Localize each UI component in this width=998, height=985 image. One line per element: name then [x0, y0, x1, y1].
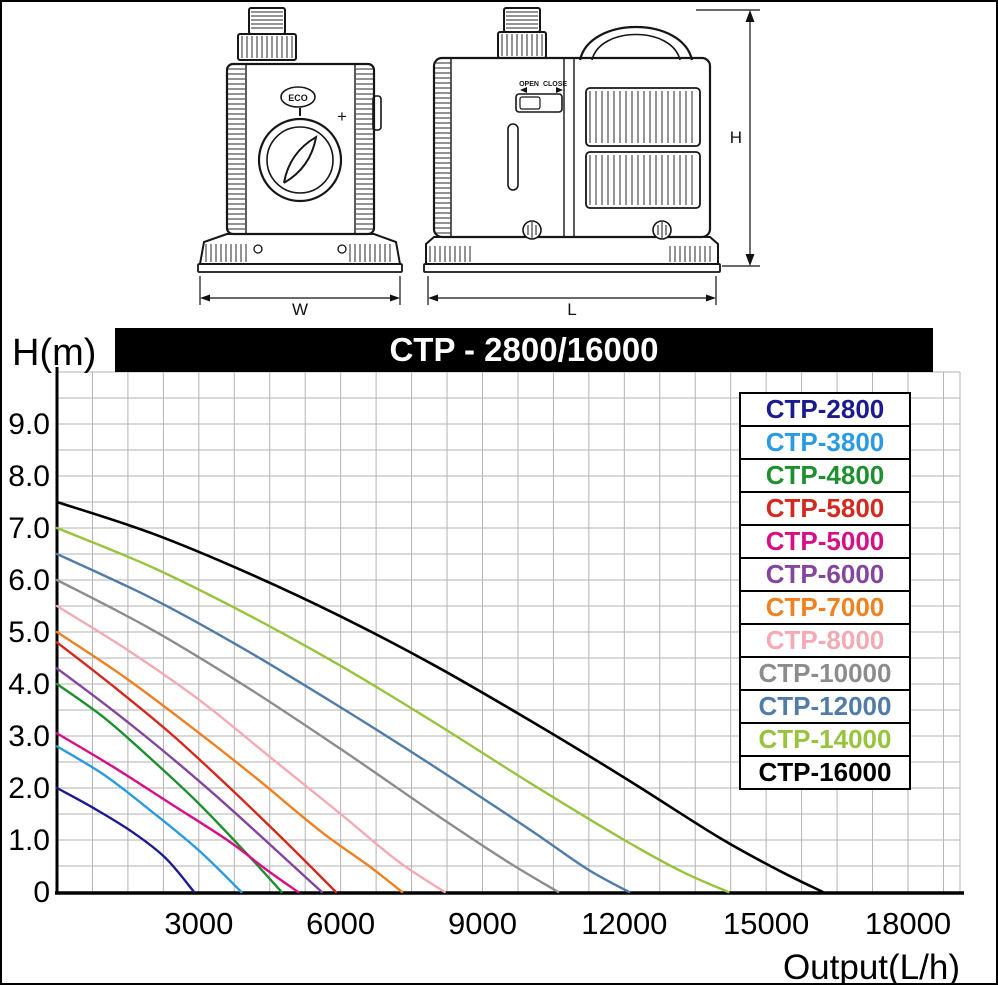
open-label: OPEN: [519, 81, 539, 88]
flow-slider: [515, 93, 563, 113]
pump-performance-chart: 0 1.0 2.0 3.0 4.0 5.0 6.0 7.0 8.0 9.0 3000 6000 9000…: [8, 328, 964, 985]
plus-mark: +: [337, 107, 347, 126]
front-slot: [507, 123, 519, 191]
close-arrow: [556, 87, 563, 93]
legend-item-ctp-8000: CTP-8000: [739, 623, 911, 658]
x-tick-label: 6000: [306, 906, 375, 941]
y-tick-label: 8.0: [8, 460, 50, 493]
curve-ctp-14000: [55, 526, 730, 894]
base-plate-side: [423, 263, 721, 273]
vent-panel-lower: [585, 151, 701, 209]
width-dimension-label: W: [292, 300, 308, 319]
curve-ctp-2800: [55, 786, 196, 894]
x-tick-label: 12000: [581, 906, 667, 941]
flow-dial-inner: [266, 126, 334, 194]
curves: [55, 500, 825, 894]
dimension-arrow: [745, 254, 755, 266]
curve-ctp-16000: [55, 500, 825, 894]
length-dimension-label: L: [567, 300, 576, 319]
y-tick-label: 2.0: [8, 772, 50, 805]
curve-ctp-6000: [55, 667, 323, 894]
eco-badge-label: ECO: [288, 93, 308, 103]
flow-dial-knob: [282, 135, 318, 184]
axes: [55, 367, 964, 895]
legend-item-ctp-3800: CTP-3800: [739, 425, 911, 460]
chart-title-bar: [115, 328, 933, 372]
chart-title: CTP - 2800/16000: [389, 331, 658, 368]
legend-item-ctp-5000: CTP-5000: [739, 524, 911, 559]
legend-item-ctp-12000: CTP-12000: [739, 689, 911, 724]
x-tick-label: 9000: [448, 906, 517, 941]
curve-ctp-7000: [55, 630, 404, 894]
y-tick-label: 5.0: [8, 616, 50, 649]
legend-item-ctp-2800: CTP-2800: [739, 392, 911, 427]
y-tick-label: 0: [33, 876, 50, 909]
dimension-arrow: [390, 294, 400, 302]
dimension-arrow: [745, 10, 755, 22]
x-tick-label: 18000: [865, 906, 951, 941]
side-clip: [372, 95, 382, 131]
legend-item-ctp-10000: CTP-10000: [739, 656, 911, 691]
legend-item-ctp-6000: CTP-6000: [739, 557, 911, 592]
vent-panel-upper: [585, 87, 701, 147]
dimension-arrow: [706, 294, 716, 302]
y-tick-label: 1.0: [8, 824, 50, 857]
outlet-collar: [237, 33, 297, 61]
dimension-arrow: [428, 294, 438, 302]
x-tick-label: 3000: [164, 906, 233, 941]
y-axis-label: H(m): [12, 332, 96, 374]
height-dimension-label: H: [730, 128, 742, 147]
y-tick-label: 9.0: [8, 408, 50, 441]
base-screw: [253, 244, 263, 254]
pump-side-view: [423, 7, 760, 305]
x-tick-label: 15000: [723, 906, 809, 941]
x-axis-label: Output(L/h): [783, 948, 960, 985]
curve-ctp-5800: [55, 641, 338, 894]
y-tick-label: 7.0: [8, 512, 50, 545]
curve-ctp-8000: [55, 604, 446, 894]
base-plate-front: [197, 263, 403, 273]
curve-ctp-3800: [55, 745, 243, 894]
legend-item-ctp-7000: CTP-7000: [739, 590, 911, 625]
technical-drawing: ECO + W OPEN CLOSE L H: [197, 7, 760, 319]
legend-item-ctp-5800: CTP-5800: [739, 491, 911, 526]
open-arrow: [520, 87, 527, 93]
carry-handle: [578, 25, 694, 61]
pump-front-view: [197, 7, 403, 305]
base-screw: [337, 244, 347, 254]
curve-ctp-12000: [55, 552, 631, 894]
y-tick-label: 3.0: [8, 720, 50, 753]
legend-item-ctp-14000: CTP-14000: [739, 722, 911, 757]
outlet-collar-side: [497, 31, 547, 59]
eco-badge: [280, 86, 316, 108]
curve-ctp-10000: [55, 578, 560, 894]
close-label: CLOSE: [543, 81, 567, 88]
y-tick-label: 4.0: [8, 668, 50, 701]
flow-slider-knob: [519, 96, 541, 110]
y-tick-label: 6.0: [8, 564, 50, 597]
legend-item-ctp-16000: CTP-16000: [739, 755, 911, 790]
pump-body-side: [432, 56, 712, 239]
dimension-arrow: [200, 294, 210, 302]
curve-ctp-5000: [55, 732, 300, 894]
plot-area: 0 1.0 2.0 3.0 4.0 5.0 6.0 7.0 8.0 9.0 3000 6000 9000…: [8, 367, 964, 941]
flow-dial-outer: [257, 117, 343, 203]
legend-table: CTP-2800 CTP-3800 CTP-4800 CTP-5800 CTP-5000…: [739, 392, 911, 790]
tick-labels: 0 1.0 2.0 3.0 4.0 5.0 6.0 7.0 8.0 9.0 3000 6000 9000…: [8, 408, 951, 941]
legend-item-ctp-4800: CTP-4800: [739, 458, 911, 493]
